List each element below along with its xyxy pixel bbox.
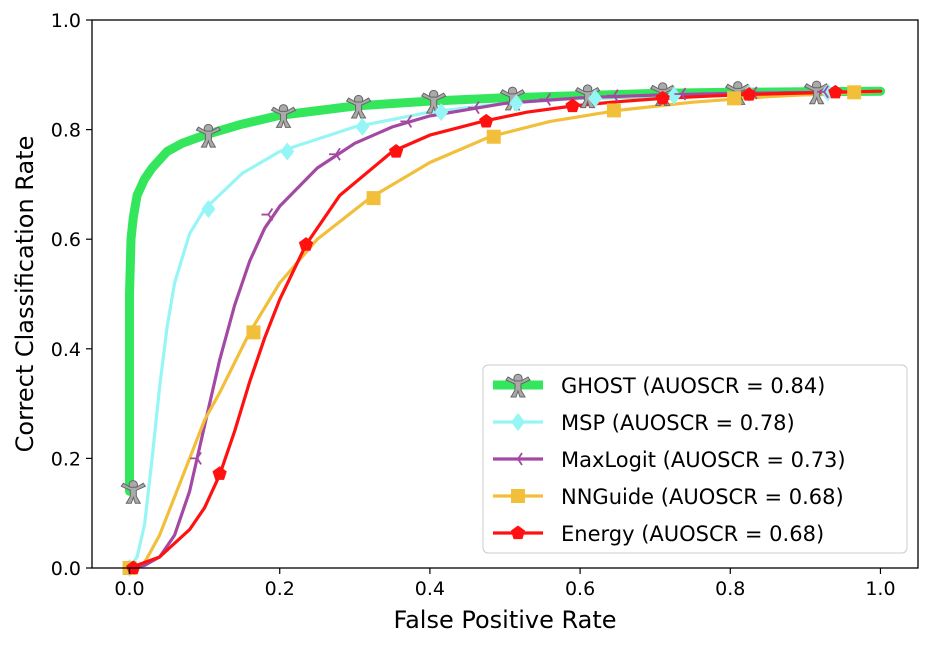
data-point-maxlogit bbox=[817, 85, 829, 99]
data-point-energy bbox=[741, 87, 757, 101]
x-ticks: 0.0 0.2 0.4 0.6 0.8 1.0 bbox=[114, 568, 896, 600]
x-tick-label: 1.0 bbox=[865, 578, 895, 600]
data-point-energy bbox=[828, 84, 843, 99]
y-tick-label: 0.8 bbox=[51, 120, 81, 142]
data-point-maxlogit bbox=[606, 89, 619, 103]
data-point-nnguide bbox=[727, 91, 742, 106]
data-point-maxlogit bbox=[190, 451, 202, 465]
data-point-energy bbox=[298, 237, 314, 251]
data-point-maxlogit bbox=[329, 147, 341, 161]
legend-item-msp: MSP (AUOSCR = 0.78) bbox=[493, 411, 795, 435]
y-tick-label: 0.6 bbox=[51, 229, 81, 251]
data-point-maxlogit bbox=[400, 114, 413, 128]
x-axis-title: False Positive Rate bbox=[393, 606, 616, 634]
data-point-msp bbox=[280, 142, 295, 161]
legend-label: MSP (AUOSCR = 0.78) bbox=[561, 411, 795, 435]
legend-item-ghost: GHOST (AUOSCR = 0.84) bbox=[493, 373, 825, 398]
data-point-nnguide bbox=[606, 103, 621, 118]
data-point-nnguide bbox=[847, 85, 862, 100]
y-tick-label: 0.4 bbox=[51, 339, 81, 361]
data-point-maxlogit bbox=[261, 208, 274, 222]
data-point-ghost bbox=[270, 104, 297, 128]
x-tick-label: 0.6 bbox=[565, 578, 595, 600]
data-point-energy bbox=[388, 144, 404, 158]
data-point-maxlogit bbox=[539, 92, 552, 106]
y-tick-label: 1.0 bbox=[51, 10, 81, 32]
legend: GHOST (AUOSCR = 0.84) MSP (AUOSCR = 0.78)… bbox=[482, 364, 908, 554]
legend-item-nnguide: NNGuide (AUOSCR = 0.68) bbox=[493, 485, 844, 509]
data-point-ghost bbox=[195, 123, 222, 148]
data-point-energy bbox=[655, 90, 670, 105]
data-point-nnguide bbox=[246, 325, 261, 340]
y-ticks: 0.0 0.2 0.4 0.6 0.8 1.0 bbox=[51, 10, 92, 580]
data-point-msp bbox=[434, 103, 449, 122]
data-point-msp bbox=[201, 200, 216, 219]
series-line-maxlogit bbox=[127, 89, 883, 570]
x-tick-label: 0.0 bbox=[114, 578, 144, 600]
data-point-energy bbox=[479, 113, 494, 128]
legend-label: Energy (AUOSCR = 0.68) bbox=[561, 522, 824, 546]
data-point-energy bbox=[212, 466, 227, 480]
data-point-msp bbox=[509, 94, 524, 113]
data-point-msp bbox=[666, 86, 681, 105]
data-point-energy bbox=[565, 98, 580, 113]
data-point-nnguide bbox=[486, 129, 501, 144]
x-tick-label: 0.8 bbox=[715, 578, 745, 600]
x-tick-label: 0.4 bbox=[415, 578, 445, 600]
data-point-maxlogit bbox=[467, 101, 480, 115]
data-point-nnguide bbox=[366, 191, 381, 206]
data-point-msp bbox=[355, 117, 370, 136]
legend-label: GHOST (AUOSCR = 0.84) bbox=[561, 374, 825, 398]
legend-marker-ghost bbox=[505, 373, 531, 398]
legend-item-energy: Energy (AUOSCR = 0.68) bbox=[493, 522, 824, 546]
y-tick-label: 0.0 bbox=[51, 558, 81, 580]
markers-layer bbox=[120, 80, 862, 577]
x-tick-label: 0.2 bbox=[265, 578, 295, 600]
data-point-ghost bbox=[803, 80, 830, 105]
legend-label: NNGuide (AUOSCR = 0.68) bbox=[561, 485, 844, 509]
data-point-ghost bbox=[345, 94, 372, 119]
legend-marker-msp bbox=[511, 413, 525, 431]
legend-marker-maxlogit bbox=[511, 452, 523, 466]
y-tick-label: 0.2 bbox=[51, 448, 81, 470]
series-line-ghost bbox=[125, 86, 885, 496]
plot-frame bbox=[91, 19, 919, 569]
data-point-maxlogit bbox=[674, 87, 687, 101]
data-point-msp bbox=[588, 89, 603, 108]
y-axis-title: Correct Classification Rate bbox=[11, 136, 39, 453]
legend-box bbox=[482, 364, 908, 554]
data-point-ghost bbox=[120, 480, 147, 504]
legend-marker-energy bbox=[510, 525, 526, 540]
legend-label: MaxLogit (AUOSCR = 0.73) bbox=[561, 448, 846, 472]
legend-item-maxlogit: MaxLogit (AUOSCR = 0.73) bbox=[493, 448, 846, 472]
legend-marker-nnguide bbox=[511, 489, 525, 503]
series-line-nnguide bbox=[127, 89, 883, 570]
